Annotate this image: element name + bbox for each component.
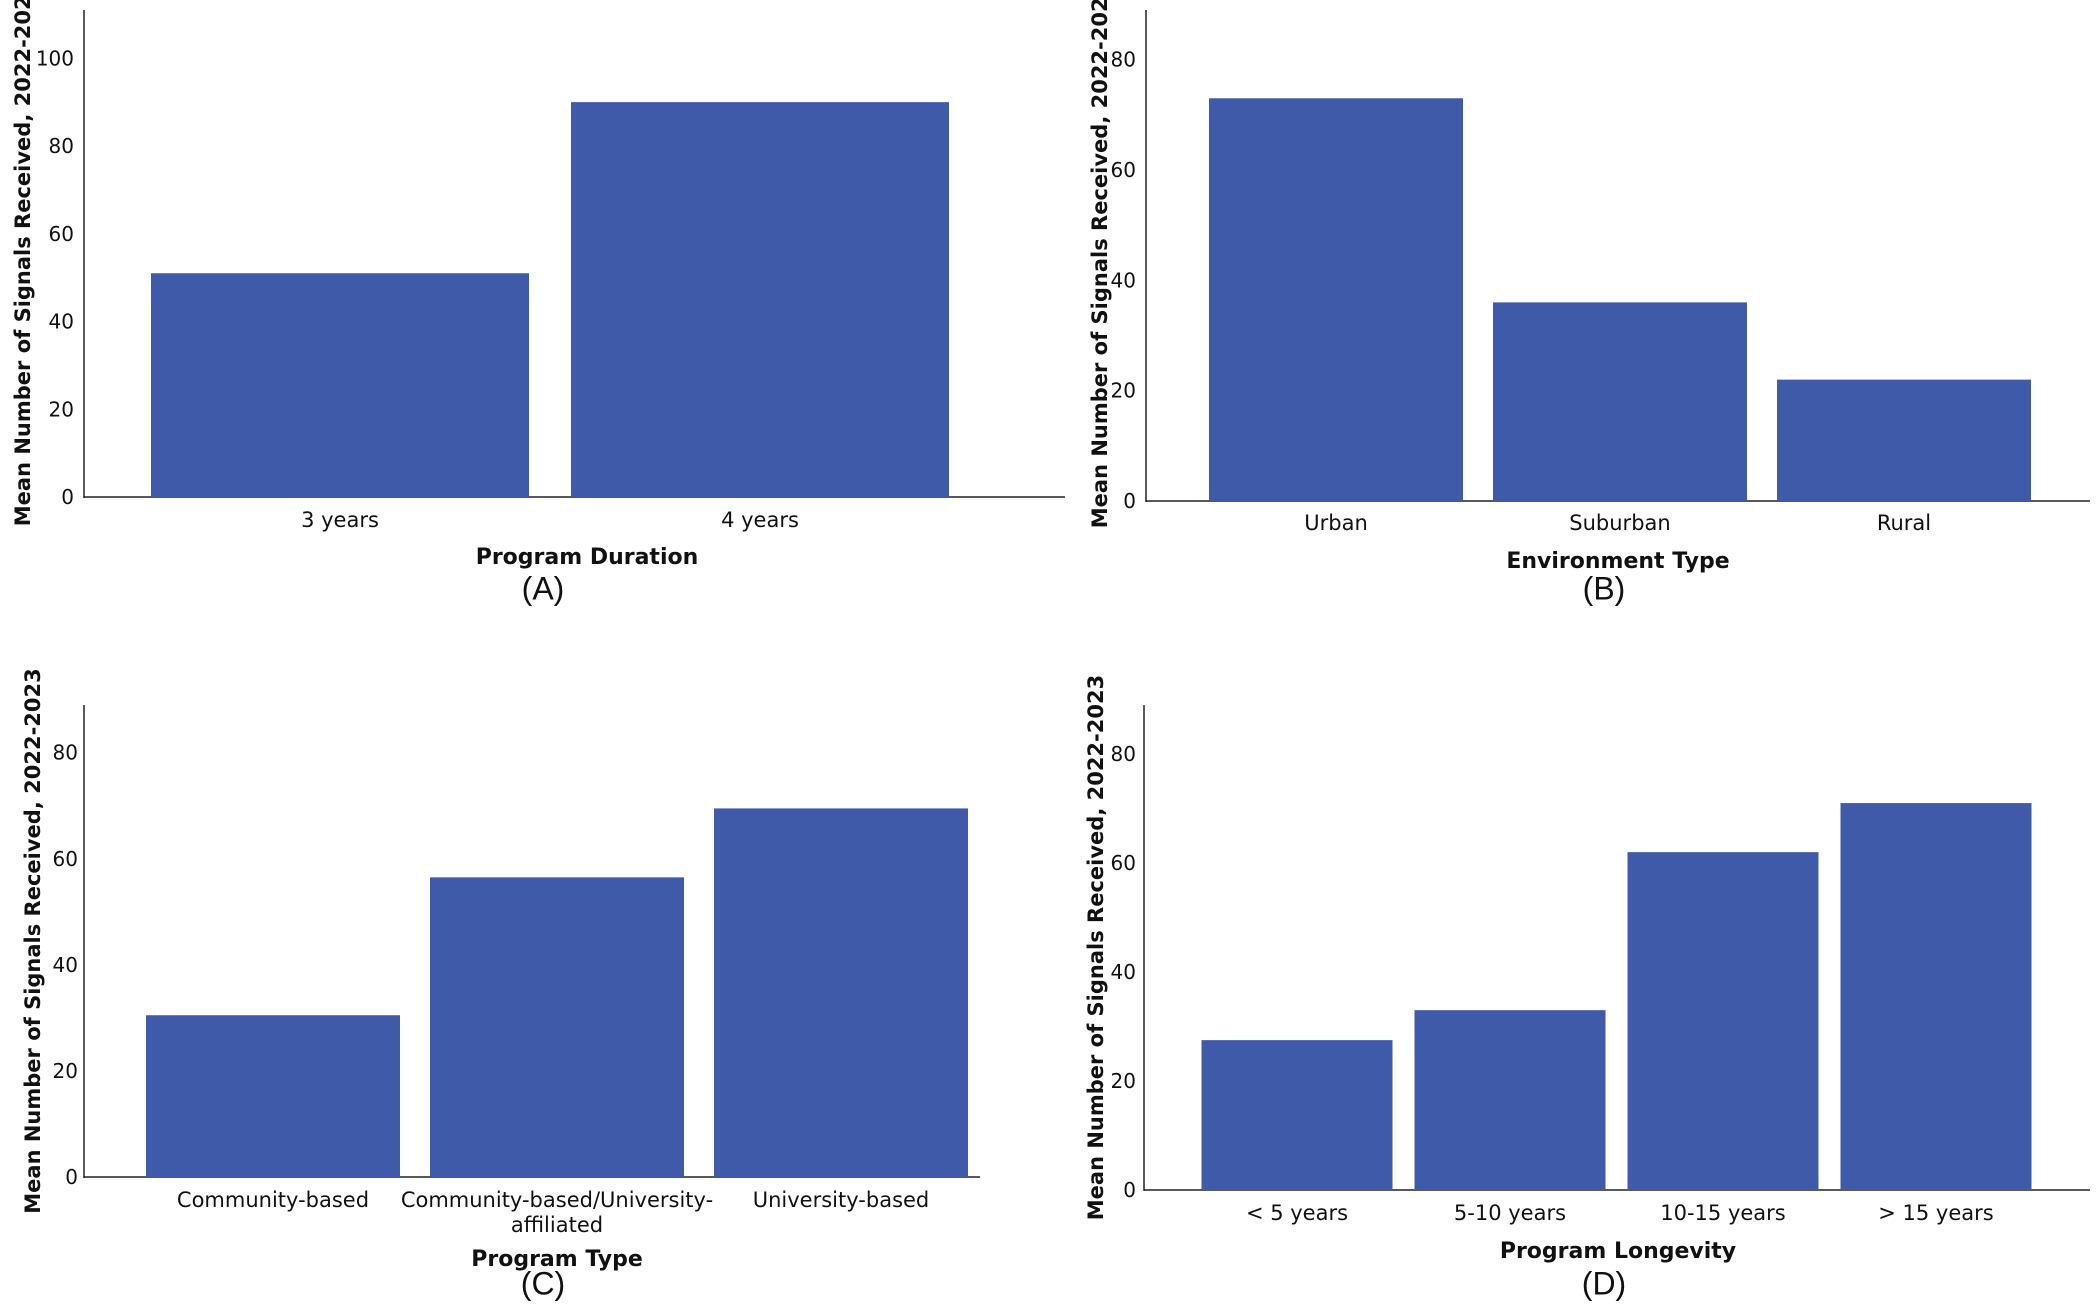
x-tick-label: Rural (1877, 511, 1931, 535)
y-tick-label: 0 (65, 1165, 78, 1189)
x-axis-title: Environment Type (1506, 549, 1729, 574)
x-tick-label: > 15 years (1878, 1201, 1993, 1225)
y-tick-label: 0 (1123, 1178, 1136, 1202)
y-tick-label: 80 (49, 134, 74, 158)
y-tick-label: 40 (1111, 268, 1136, 292)
x-axis-title: Program Type (471, 1247, 643, 1272)
y-tick-label: 20 (1111, 1069, 1136, 1093)
bar (571, 102, 949, 497)
panel-label: (C) (521, 1265, 565, 1301)
bar (1777, 379, 2031, 501)
y-tick-label: 60 (49, 222, 74, 246)
panel-label: (A) (522, 570, 565, 606)
y-tick-label: 80 (1111, 48, 1136, 72)
y-axis-title: Mean Number of Signals Received, 2022-20… (11, 0, 35, 526)
bar (146, 1015, 400, 1177)
y-tick-label: 60 (53, 847, 78, 871)
y-axis-title: Mean Number of Signals Received, 2022-20… (1084, 675, 1108, 1220)
x-tick-label: University-based (753, 1188, 930, 1212)
panel-label: (B) (1583, 570, 1626, 606)
x-tick-label: Suburban (1569, 511, 1670, 535)
chart-panel-d: 0 20 40 60 80 < 5 years 5-10 years 10-15 years >… (1084, 675, 2090, 1301)
y-tick-label: 20 (53, 1059, 78, 1083)
chart-panel-a: 0 20 40 60 80 100 3 years 4 years Program Durati… (11, 0, 1065, 606)
x-tick-label: Community-based/University-affiliated (401, 1188, 713, 1237)
x-tick-label: 10-15 years (1660, 1201, 1786, 1225)
y-tick-label: 60 (1111, 851, 1136, 875)
y-axis-title: Mean Number of Signals Received, 2022-20… (21, 668, 45, 1213)
x-tick-label: 4 years (721, 508, 799, 532)
y-tick-label: 0 (1123, 489, 1136, 513)
x-axis-title: Program Duration (476, 545, 699, 570)
y-tick-label: 80 (1111, 742, 1136, 766)
chart-panel-c: 0 20 40 60 80 Community-based Community-based/… (21, 668, 980, 1301)
x-tick-label: Urban (1304, 511, 1368, 535)
y-tick-label: 60 (1111, 158, 1136, 182)
y-tick-label: 20 (1111, 379, 1136, 403)
x-tick-label: 5-10 years (1454, 1201, 1566, 1225)
x-tick-label: Community-based (177, 1188, 369, 1212)
x-axis-title: Program Longevity (1500, 1239, 1736, 1264)
x-tick-label: 3 years (301, 508, 379, 532)
bar (1414, 1010, 1606, 1190)
bar (151, 273, 529, 497)
y-tick-label: 100 (36, 46, 74, 70)
y-tick-label: 80 (53, 741, 78, 765)
y-tick-label: 40 (1111, 960, 1136, 984)
bar (1627, 852, 1819, 1190)
y-tick-label: 0 (61, 485, 74, 509)
y-axis-title: Mean Number of Signals Received, 2022-20… (1088, 0, 1112, 528)
bar (430, 877, 684, 1177)
x-tick-label: < 5 years (1246, 1201, 1348, 1225)
bar (1201, 1040, 1393, 1190)
bar (1840, 803, 2032, 1190)
y-tick-label: 40 (49, 310, 74, 334)
panel-label: (D) (1582, 1265, 1626, 1301)
bar (1493, 302, 1747, 501)
bar (714, 808, 968, 1177)
bar (1209, 98, 1463, 502)
y-tick-label: 20 (49, 397, 74, 421)
chart-panel-b: 0 20 40 60 80 Urban Suburban Rural Environment T… (1088, 0, 2090, 606)
y-tick-label: 40 (53, 953, 78, 977)
